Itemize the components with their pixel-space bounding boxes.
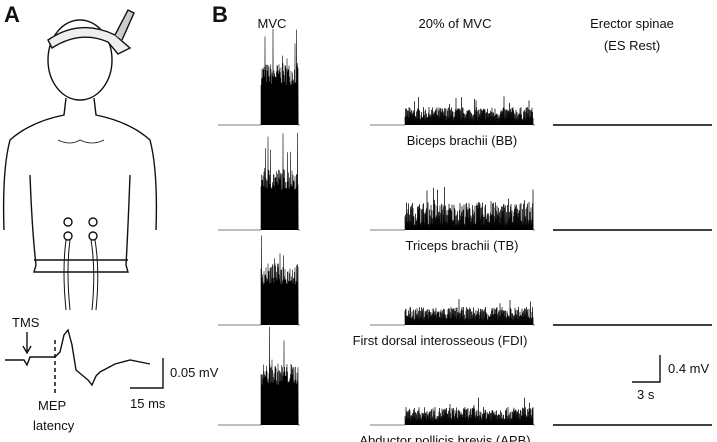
mep-label: MEP <box>38 398 66 413</box>
emg-trace <box>370 397 535 426</box>
scale-label: 3 s <box>637 387 655 402</box>
emg-trace <box>218 132 300 231</box>
column-header: 20% of MVC <box>419 16 492 31</box>
emg-trace <box>370 96 535 126</box>
panel-label: A <box>4 2 20 27</box>
panel-label: B <box>212 2 228 27</box>
column-header: (ES Rest) <box>604 38 660 53</box>
muscle-label: Biceps brachii (BB) <box>407 133 518 148</box>
muscle-label: Triceps brachii (TB) <box>406 238 519 253</box>
column-header: MVC <box>258 16 287 31</box>
scale-bar <box>632 355 661 383</box>
emg-trace <box>218 235 300 326</box>
tms-label: TMS <box>12 315 40 330</box>
emg-trace <box>218 29 300 126</box>
scale-bar <box>130 358 164 389</box>
muscle-label: Abductor pollicis brevis (APB) <box>359 433 530 442</box>
scale-label: 0.05 mV <box>170 365 219 380</box>
muscle-label: First dorsal interosseous (FDI) <box>353 333 528 348</box>
tms-arrow <box>22 332 32 355</box>
emg-trace <box>370 299 535 326</box>
column-header: Erector spinae <box>590 16 674 31</box>
body-illustration <box>2 9 158 311</box>
mep-trace <box>5 328 151 387</box>
scale-label: 0.4 mV <box>668 361 710 376</box>
emg-traces: Biceps brachii (BB) Triceps brachii (TB) F… <box>218 29 712 442</box>
scale-label: 15 ms <box>130 396 166 411</box>
emg-trace <box>218 326 300 426</box>
latency-label: latency <box>33 418 75 433</box>
emg-trace <box>370 186 535 231</box>
